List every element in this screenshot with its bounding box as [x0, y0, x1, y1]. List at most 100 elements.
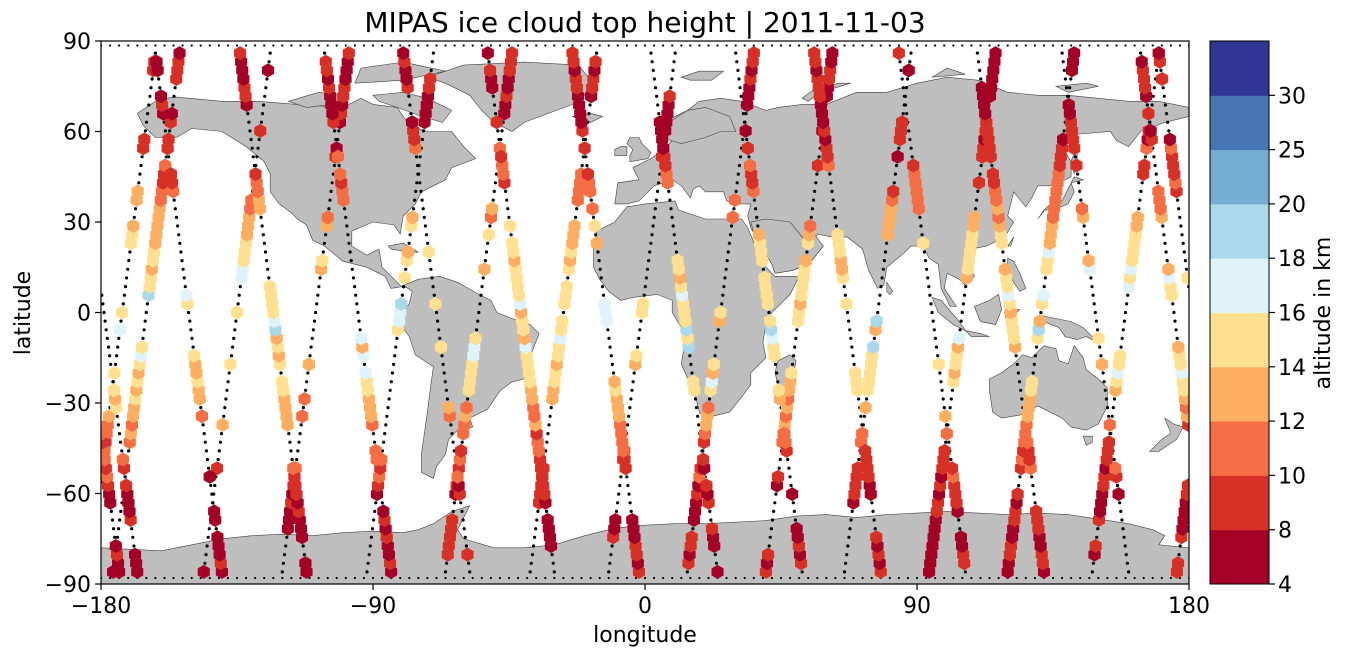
track-point	[657, 112, 661, 116]
track-point	[246, 112, 250, 116]
track-point	[120, 449, 124, 453]
track-point	[102, 310, 106, 315]
cloud-point	[195, 409, 208, 424]
track-point	[786, 457, 790, 462]
cloud-point	[316, 253, 329, 268]
track-point	[736, 172, 740, 176]
track-point	[922, 250, 927, 254]
track-point	[208, 576, 211, 580]
cloud-point	[401, 245, 414, 259]
track-point	[205, 544, 209, 548]
track-point	[634, 44, 638, 47]
track-point	[218, 440, 222, 444]
track-point	[1119, 509, 1123, 513]
track-point	[254, 576, 257, 580]
track-point	[545, 440, 549, 444]
track-point	[635, 345, 640, 349]
track-point	[459, 501, 463, 505]
cloud-point	[952, 331, 966, 346]
track-point	[462, 44, 465, 47]
track-point	[168, 129, 172, 133]
track-point	[843, 576, 846, 580]
track-point	[674, 250, 679, 254]
track-point	[306, 371, 310, 375]
track-point	[979, 163, 983, 168]
cloud-point	[939, 409, 952, 424]
track-point	[939, 380, 943, 384]
land-africa	[593, 200, 800, 419]
track-point	[690, 371, 694, 375]
track-point	[245, 576, 248, 580]
track-point	[399, 576, 402, 580]
track-point	[137, 181, 141, 185]
track-point	[607, 576, 610, 580]
track-point	[1061, 576, 1064, 580]
track-point	[691, 527, 695, 531]
track-point	[1164, 112, 1169, 116]
track-point	[1015, 362, 1019, 366]
track-point	[617, 492, 621, 496]
track-point	[126, 267, 130, 271]
cloud-point	[851, 461, 864, 476]
track-point	[105, 336, 109, 340]
track-point	[616, 576, 619, 580]
track-point	[928, 293, 932, 297]
cloud-point	[1102, 435, 1115, 450]
track-point	[343, 207, 347, 211]
track-point	[1090, 570, 1094, 574]
track-point	[173, 207, 177, 211]
track-point	[735, 60, 739, 64]
track-point	[190, 336, 194, 340]
track-point	[392, 362, 396, 366]
track-point	[793, 345, 797, 349]
orbit-tracks	[101, 44, 1189, 580]
track-point	[260, 224, 264, 228]
track-point	[606, 328, 610, 332]
track-point	[634, 576, 638, 580]
track-point	[443, 380, 447, 384]
track-point	[788, 475, 792, 479]
track-point	[598, 576, 601, 580]
track-point	[979, 576, 982, 580]
track-point	[898, 60, 902, 64]
track-point	[1014, 354, 1018, 358]
track-point	[323, 51, 327, 55]
cloud-point	[1062, 98, 1075, 112]
track-point	[144, 120, 149, 124]
track-point	[925, 267, 929, 271]
cloud-point	[1021, 435, 1034, 450]
colorbar-segment	[1210, 312, 1269, 368]
track-point	[416, 163, 420, 168]
track-point	[421, 207, 425, 211]
track-point	[737, 163, 742, 168]
track-point	[845, 310, 850, 315]
cloud-point	[398, 270, 411, 285]
cloud-point	[663, 89, 676, 104]
cloud-point	[129, 547, 142, 562]
track-point	[672, 233, 676, 237]
track-point	[769, 527, 774, 531]
track-point	[1152, 155, 1156, 159]
track-point	[709, 518, 713, 522]
track-point	[1006, 44, 1009, 47]
track-point	[417, 172, 421, 176]
track-point	[399, 44, 402, 47]
track-point	[123, 285, 128, 289]
track-point	[531, 544, 536, 548]
track-point	[843, 44, 846, 47]
cloud-point	[506, 46, 519, 61]
track-point	[689, 576, 692, 580]
track-point	[1161, 86, 1165, 90]
track-point	[689, 362, 693, 366]
track-point	[1063, 77, 1067, 81]
track-point	[384, 423, 388, 427]
track-point	[104, 328, 108, 332]
track-point	[414, 155, 419, 159]
cloud-point	[302, 357, 315, 372]
cloud-point	[972, 175, 985, 190]
cloud-point	[849, 366, 862, 380]
track-point	[1079, 198, 1083, 202]
track-point	[546, 432, 550, 436]
track-point	[920, 233, 924, 237]
colorbar-tick-label: 4	[1278, 573, 1292, 598]
